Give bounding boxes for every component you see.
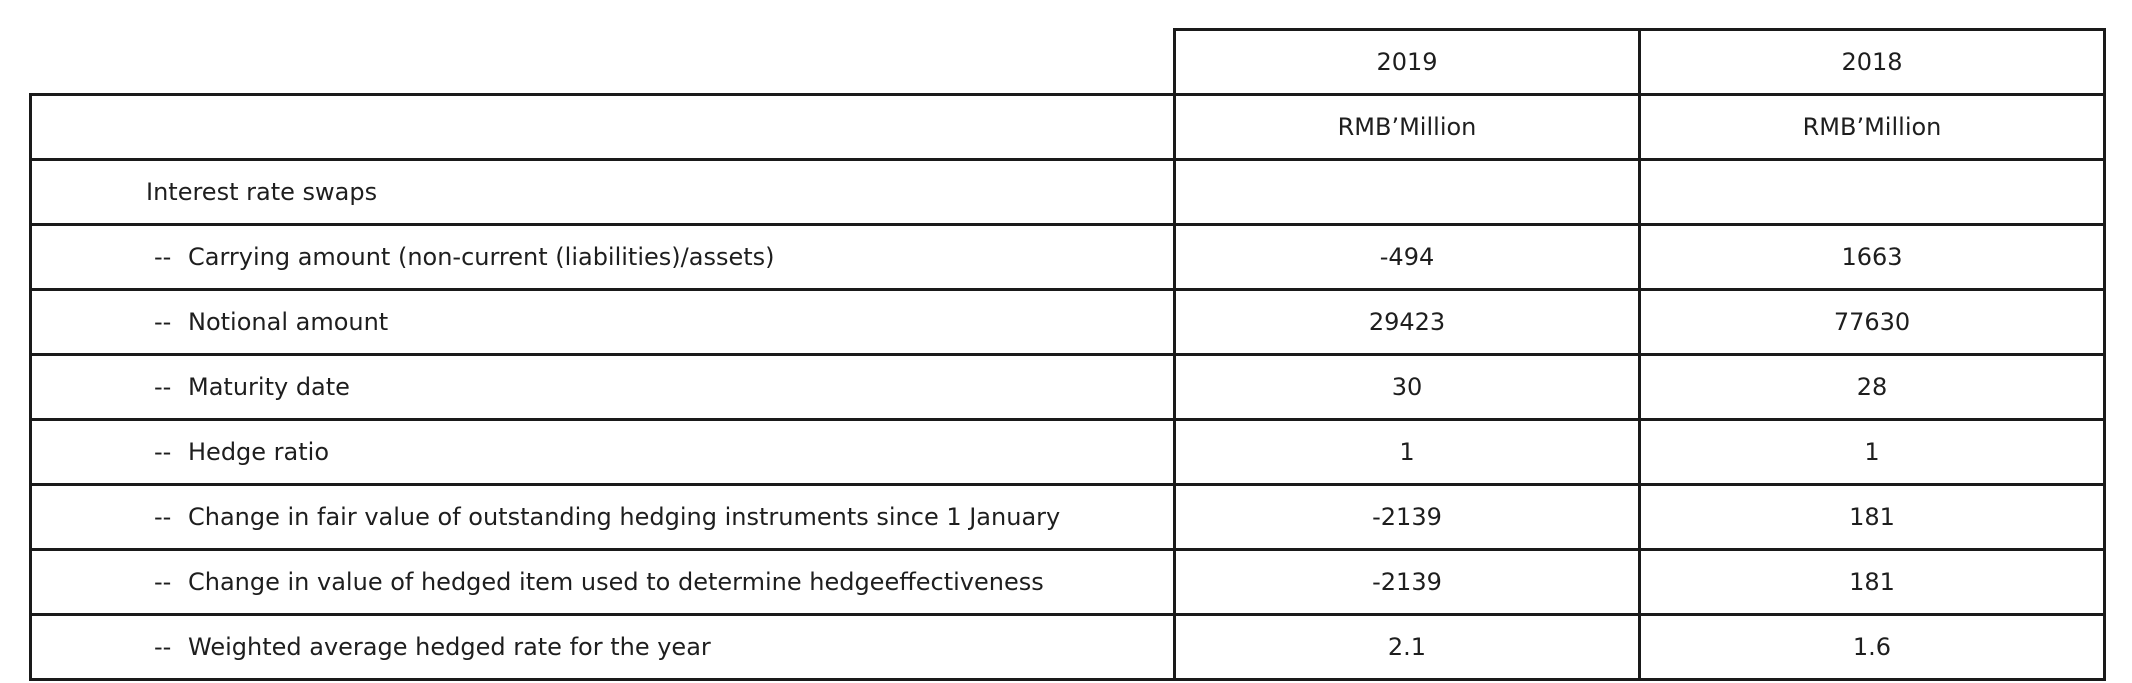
row-value-2019: 2.1: [1173, 613, 1641, 681]
row-label: Hedge ratio: [188, 438, 330, 466]
header-unit-label-blank: [29, 93, 1176, 161]
header-unit-row: RMB’Million RMB’Million: [29, 93, 2106, 161]
header-corner-blank: [31, 30, 1175, 95]
row-value-2019: -2139: [1173, 548, 1641, 616]
row-value-2018: 1: [1638, 418, 2106, 486]
row-value-2018: 77630: [1638, 288, 2106, 356]
section-value-2019-blank: [1173, 158, 1641, 226]
header-year-2019: 2019: [1173, 28, 1641, 96]
row-label: Notional amount: [188, 308, 389, 336]
table-row: -- Maturity date 30 28: [29, 353, 2106, 421]
row-prefix: --: [154, 633, 172, 661]
financial-table-container: 2019 2018 RMB’Million RMB’Million Intere…: [29, 28, 2106, 681]
row-label-cell: -- Change in fair value of outstanding he…: [29, 483, 1176, 551]
row-label-cell: -- Maturity date: [29, 353, 1176, 421]
row-label: Change in value of hedged item used to d…: [188, 568, 1044, 596]
header-unit-2018: RMB’Million: [1638, 93, 2106, 161]
table-row: -- Change in value of hedged item used to…: [29, 548, 2106, 616]
row-prefix: --: [154, 568, 172, 596]
row-value-2019: 29423: [1173, 288, 1641, 356]
row-value-2018: 28: [1638, 353, 2106, 421]
section-label: Interest rate swaps: [29, 158, 1176, 226]
row-value-2019: -494: [1173, 223, 1641, 291]
table-row: -- Hedge ratio 1 1: [29, 418, 2106, 486]
header-unit-2019: RMB’Million: [1173, 93, 1641, 161]
section-row: Interest rate swaps: [29, 158, 2106, 226]
row-value-2018: 1.6: [1638, 613, 2106, 681]
table-row: -- Notional amount 29423 77630: [29, 288, 2106, 356]
row-value-2018: 1663: [1638, 223, 2106, 291]
row-label-cell: -- Notional amount: [29, 288, 1176, 356]
row-label-cell: -- Change in value of hedged item used to…: [29, 548, 1176, 616]
row-value-2018: 181: [1638, 483, 2106, 551]
row-prefix: --: [154, 308, 172, 336]
row-value-2018: 181: [1638, 548, 2106, 616]
row-prefix: --: [154, 373, 172, 401]
row-label-cell: -- Weighted average hedged rate for the y…: [29, 613, 1176, 681]
section-value-2018-blank: [1638, 158, 2106, 226]
row-label-cell: -- Hedge ratio: [29, 418, 1176, 486]
table-row: -- Carrying amount (non-current (liabilit…: [29, 223, 2106, 291]
row-value-2019: 1: [1173, 418, 1641, 486]
header-year-row: 2019 2018: [31, 28, 2106, 96]
row-label: Weighted average hedged rate for the yea…: [188, 633, 711, 661]
row-label: Carrying amount (non-current (liabilitie…: [188, 243, 775, 271]
row-prefix: --: [154, 438, 172, 466]
row-value-2019: -2139: [1173, 483, 1641, 551]
row-prefix: --: [154, 503, 172, 531]
row-value-2019: 30: [1173, 353, 1641, 421]
interest-rate-swaps-table: 2019 2018 RMB’Million RMB’Million Intere…: [29, 28, 2106, 681]
row-label: Maturity date: [188, 373, 350, 401]
header-year-2018: 2018: [1638, 28, 2106, 96]
table-row: -- Change in fair value of outstanding he…: [29, 483, 2106, 551]
row-label: Change in fair value of outstanding hedg…: [188, 503, 1061, 531]
row-label-cell: -- Carrying amount (non-current (liabilit…: [29, 223, 1176, 291]
table-row: -- Weighted average hedged rate for the y…: [29, 613, 2106, 681]
row-prefix: --: [154, 243, 172, 271]
